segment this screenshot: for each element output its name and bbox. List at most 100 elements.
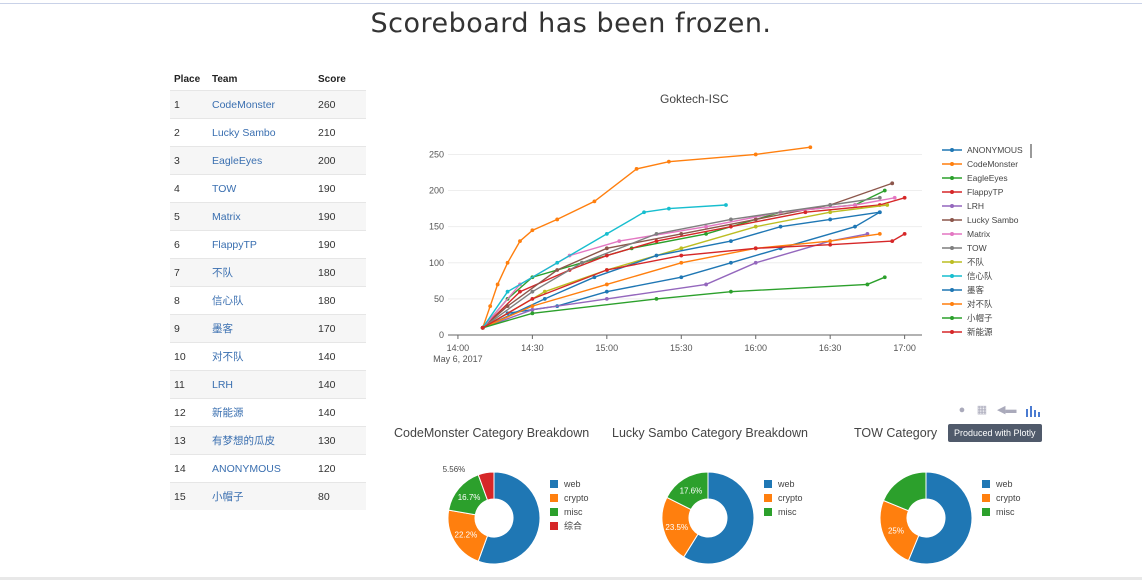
data-point [488,304,493,309]
table-row: 12 新能源 140 [170,398,366,427]
place-cell: 10 [170,342,208,371]
data-point [729,239,733,244]
data-point [530,311,535,316]
team-link[interactable]: 信心队 [208,286,314,315]
save-icon[interactable]: ▦ [976,404,988,416]
data-point [480,325,485,330]
y-tick-label: 200 [429,186,444,196]
data-point [542,296,547,301]
data-point [654,296,659,301]
x-tick-label: 14:30 [521,343,544,353]
legend-swatch [550,480,558,488]
bottom-border [0,577,1142,580]
y-tick-label: 50 [434,294,444,304]
team-link[interactable]: CodeMonster [208,90,314,119]
series-line [482,197,905,329]
data-point [480,325,485,330]
legend-label: 综合 [564,520,582,531]
series-5 [480,181,895,330]
score-cell: 120 [314,454,366,483]
score-cell: 180 [314,258,366,287]
data-point [604,296,609,301]
team-link[interactable]: Matrix [208,202,314,231]
data-point [530,289,535,294]
team-link[interactable]: 小帽子 [208,482,314,510]
slice-label: 22.2% [455,530,478,539]
team-link[interactable]: 不队 [208,258,314,287]
data-point [828,203,833,207]
team-link[interactable]: Lucky Sambo [208,118,314,147]
legend-marker [950,316,954,320]
legend-marker [950,176,954,180]
legend-label: crypto [564,493,589,503]
data-point [828,239,833,244]
data-point [853,224,857,229]
data-point [555,304,560,309]
score-cell: 80 [314,482,366,510]
data-point [724,203,728,207]
data-point [679,246,684,251]
data-point [679,275,684,280]
data-point [530,304,535,309]
team-link[interactable]: ANONYMOUS [208,454,314,483]
table-row: 13 有梦想的瓜皮 130 [170,426,366,455]
data-point [828,210,833,215]
autoscale-icon[interactable]: ◀▬ [997,404,1017,416]
score-cell: 200 [314,146,366,175]
x-tick-label: 14:00 [447,343,470,353]
series-line [482,204,726,329]
place-cell: 11 [170,370,208,399]
data-point [729,260,733,265]
table-row: 6 FlappyTP 190 [170,230,366,259]
plotly-logo-icon[interactable] [1025,404,1043,417]
x-tick-label: 16:00 [744,343,767,353]
data-point [828,217,833,222]
data-point [530,307,535,312]
score-cell: 130 [314,426,366,455]
data-point [604,268,609,272]
series-line [482,146,811,329]
legend-swatch [764,494,772,502]
pie-slice [661,496,699,558]
plotly-modebar: ● ▦ ◀▬ [955,404,1045,418]
series-1 [480,145,813,330]
donut-chart-2: 25% web crypto misc [879,471,1021,565]
series-7 [480,195,882,330]
data-point [890,239,895,244]
legend-label: EagleEyes [967,173,1008,183]
legend-marker [950,204,954,208]
data-point [480,325,485,330]
legend-label: ANONYMOUS [967,145,1023,155]
team-link[interactable]: LRH [208,370,314,399]
series-line [482,211,880,329]
data-point [634,166,639,171]
data-point [505,296,510,301]
series-line [482,233,880,329]
pie-slice [907,471,973,565]
place-cell: 3 [170,146,208,175]
team-link[interactable]: EagleEyes [208,146,314,175]
legend-label: 信心队 [967,271,993,281]
legend-scrollbar [1030,144,1032,158]
donut-chart-0: 22.2% 16.7% 5.56% web crypto misc 综合 [443,465,589,565]
table-row: 15 小帽子 80 [170,482,366,510]
camera-icon[interactable]: ● [958,404,966,416]
x-date-label: May 6, 2017 [433,354,483,364]
team-link[interactable]: FlappyTP [208,230,314,259]
data-point [555,217,560,222]
data-point [518,282,522,287]
team-link[interactable]: TOW [208,174,314,203]
team-link[interactable]: 新能源 [208,398,314,427]
data-point [480,325,485,330]
data-point [828,203,833,207]
team-link[interactable]: 对不队 [208,342,314,371]
series-13 [480,231,907,330]
table-row: 2 Lucky Sambo 210 [170,118,366,147]
table-row: 3 EagleEyes 200 [170,146,366,175]
legend-label: TOW [967,243,987,253]
slice-label: 17.6% [680,486,703,495]
team-link[interactable]: 墨客 [208,314,314,343]
team-link[interactable]: 有梦想的瓜皮 [208,426,314,455]
data-point [679,231,684,236]
header-score: Score [318,73,346,85]
